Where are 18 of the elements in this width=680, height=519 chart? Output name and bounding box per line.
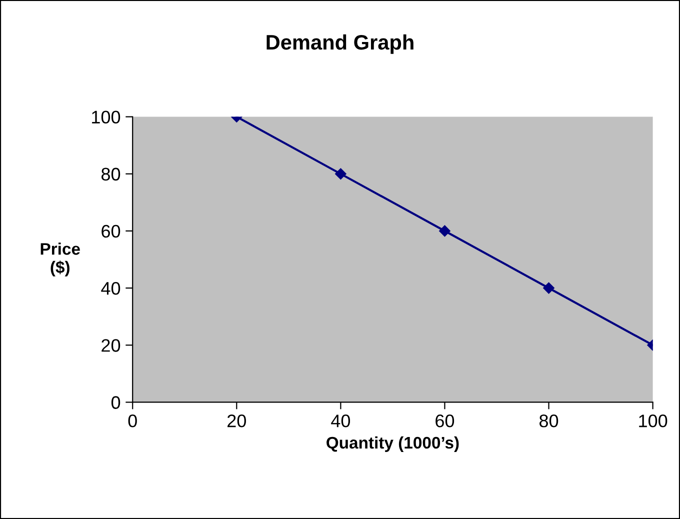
x-tick-label: 20 — [228, 414, 246, 428]
y-tick-label: 100 — [92, 110, 120, 124]
x-tick-label: 60 — [436, 414, 454, 428]
x-tick-label: 100 — [639, 414, 668, 428]
y-tick-label: 20 — [102, 339, 120, 352]
point — [439, 225, 450, 237]
x-tick-label: 40 — [331, 414, 350, 428]
point — [335, 168, 346, 180]
y-tick-label: 40 — [101, 282, 120, 295]
y-tick-label: 0 — [111, 396, 120, 409]
x-axis-title: Quantity (1000’s) — [326, 436, 459, 452]
y-tick-label: 60 — [102, 224, 120, 238]
x-tick-label: 0 — [128, 414, 137, 428]
chart-title: Demand Graph — [266, 34, 414, 54]
y-axis-title: Price ($) — [40, 242, 80, 276]
y-tick-label: 80 — [102, 168, 120, 181]
point — [543, 282, 554, 294]
x-tick-label: 80 — [540, 414, 558, 428]
